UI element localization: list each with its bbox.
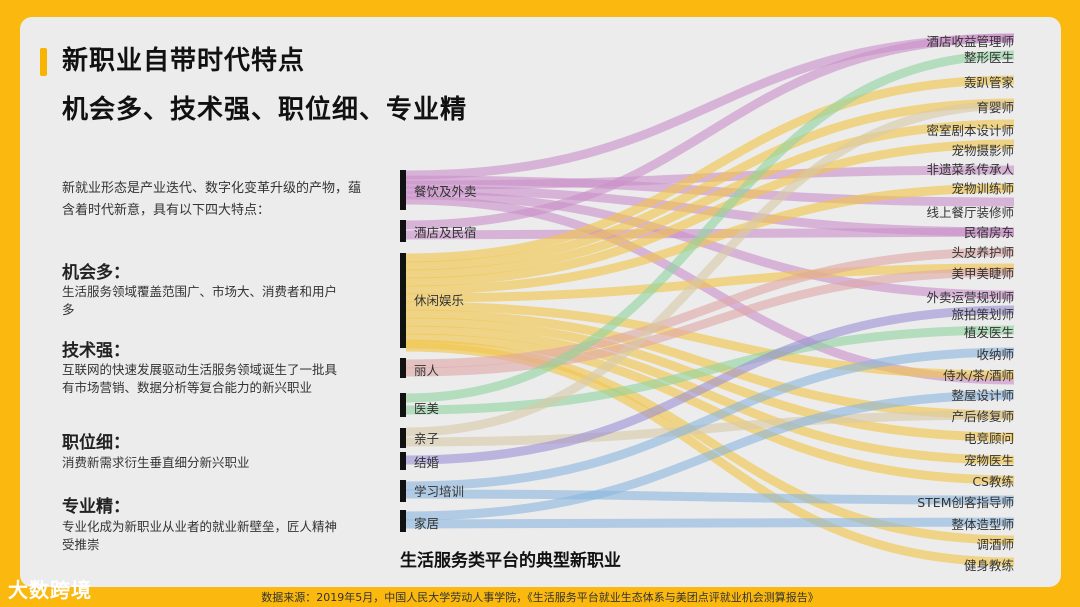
source-node-bar [400, 510, 406, 532]
flow-link-food [405, 190, 1015, 300]
flow-link-leisure [405, 75, 1015, 263]
page-title-line1: 新职业自带时代特点 [62, 46, 306, 76]
source-node-bar [400, 452, 406, 470]
flow-link-home [405, 390, 1015, 521]
source-node-bar [400, 170, 406, 210]
target-label: 整体造型师 [951, 517, 1014, 532]
source-note: 数据来源：2019年5月，中国人民大学劳动人事学院，《生活服务平台就业生态体系与… [261, 591, 819, 604]
source-label-parenting: 亲子 [414, 431, 440, 446]
source-node-bar [400, 358, 406, 378]
flow-link-parenting [405, 100, 1015, 437]
target-label: 育婴师 [976, 100, 1014, 115]
feature-title: 机会多： [62, 263, 130, 283]
flow-link-hotel [405, 227, 1015, 240]
target-label: 轰趴管家 [963, 75, 1014, 90]
source-label-training: 学习培训 [414, 484, 465, 499]
feature-desc: 专业化成为新职业从业者的就业新壁垒，匠人精神受推崇 [62, 519, 338, 552]
flow-link-leisure [405, 317, 1015, 442]
flow-link-medical [405, 325, 1015, 415]
target-label: 密室剧本设计师 [926, 123, 1014, 138]
flow-link-hotel [405, 33, 1015, 230]
target-label: 调酒师 [976, 537, 1014, 552]
feature-desc: 消费新需求衍生垂直细分新兴职业 [62, 455, 250, 470]
source-label-beauty: 丽人 [414, 363, 440, 378]
flow-link-medical [405, 50, 1015, 403]
source-node-bar [400, 428, 406, 448]
source-node-bar [400, 220, 406, 242]
flow-link-training [405, 489, 1015, 505]
target-label: 整屋设计师 [951, 388, 1014, 403]
feature-title: 技术强： [62, 341, 130, 361]
flow-link-beauty [405, 267, 1015, 377]
flow-link-leisure [405, 139, 1015, 287]
source-node-bar [400, 253, 406, 348]
source-label-hotel: 酒店及民宿 [414, 225, 477, 240]
target-label: STEM创客指导师 [917, 495, 1014, 510]
source-node-bar [400, 480, 406, 502]
flow-link-leisure [405, 263, 1015, 303]
source-node-bar [400, 393, 406, 417]
target-label: 外卖运营规划师 [926, 290, 1014, 305]
source-label-food: 餐饮及外卖 [414, 184, 477, 199]
target-label: 宠物医生 [963, 453, 1014, 468]
source-label-wedding: 结婚 [414, 455, 440, 470]
target-label: 线上餐厅装修师 [926, 205, 1014, 220]
target-label: 收纳师 [976, 347, 1014, 362]
target-label: 美甲美睫师 [951, 266, 1014, 281]
flow-link-parenting [405, 410, 1015, 447]
diagram-caption: 生活服务类平台的典型新职业 [400, 551, 621, 571]
title-accent-bar [40, 48, 47, 76]
feature-title: 专业精： [62, 497, 130, 517]
feature-desc: 生活服务领域覆盖范围广、市场大、消费者和用户多 [62, 284, 338, 317]
flow-link-leisure [405, 183, 1015, 295]
target-label: 宠物训练师 [951, 181, 1014, 196]
flow-link-leisure [405, 98, 1015, 271]
flow-link-home [405, 517, 1015, 529]
page-title-line2: 机会多、技术强、职位细、专业精 [62, 95, 468, 125]
target-label: 非遗菜系传承人 [926, 162, 1014, 177]
flow-link-training [405, 347, 1015, 491]
target-label: 酒店收益管理师 [926, 34, 1014, 49]
target-label: 民宿房东 [963, 225, 1014, 240]
flow-link-leisure [405, 301, 1015, 380]
flow-link-leisure [405, 333, 1015, 485]
feature-title: 职位细： [62, 433, 130, 453]
flow-link-wedding [405, 305, 1015, 465]
target-label: 侍水/茶/酒师 [943, 368, 1014, 383]
flow-link-food [405, 165, 1015, 190]
source-label-medical: 医美 [414, 401, 440, 416]
flow-link-leisure [405, 309, 1015, 420]
target-label: 产后修复师 [951, 409, 1014, 424]
source-label-home: 家居 [414, 516, 440, 531]
target-label: 头皮养护师 [951, 245, 1014, 260]
target-label: 宠物摄影师 [951, 143, 1014, 158]
feature-desc: 互联网的快速发展驱动生活服务领域诞生了一批具有市场营销、数据分析等复合能力的新兴… [62, 362, 338, 395]
intro-text: 新就业形态是产业迭代、数字化变革升级的产物，蕴含着时代新意，具有以下四大特点： [62, 181, 362, 218]
source-label-leisure: 休闲娱乐 [414, 293, 465, 308]
target-label: 健身教练 [963, 558, 1014, 573]
target-label: 整形医生 [963, 50, 1014, 65]
brand-watermark: 大数跨境 [8, 578, 92, 602]
flow-link-beauty [405, 247, 1015, 369]
target-label: 植发医生 [963, 325, 1014, 340]
target-label: 旅拍策划师 [951, 307, 1014, 322]
target-label: CS教练 [972, 474, 1014, 489]
flow-link-leisure [405, 325, 1015, 465]
flow-link-leisure [405, 119, 1015, 279]
target-label: 电竞顾问 [963, 431, 1014, 446]
